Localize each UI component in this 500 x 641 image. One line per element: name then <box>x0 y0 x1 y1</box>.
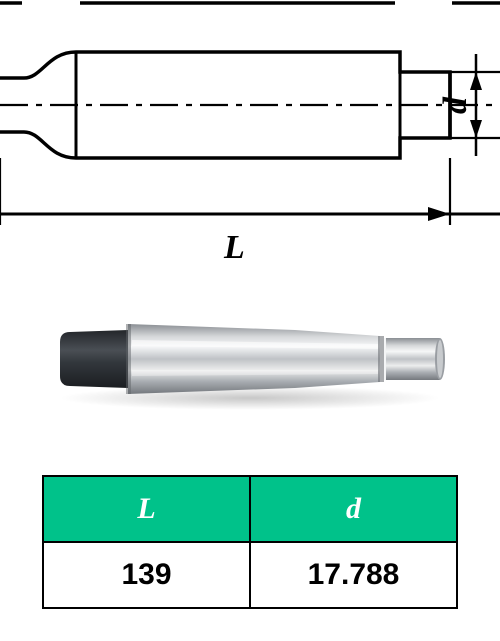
table-cell-L: 139 <box>43 542 250 608</box>
schematic-drawing: d L <box>0 0 500 280</box>
table-cell-d: 17.788 <box>250 542 457 608</box>
schematic-svg: d L <box>0 0 500 280</box>
product-photo-svg <box>0 300 500 420</box>
photo-body <box>126 324 445 394</box>
dimension-L: L <box>0 158 500 266</box>
table-row: 139 17.788 <box>43 542 457 608</box>
table-header-row: L d <box>43 476 457 542</box>
product-photo <box>0 300 500 420</box>
dimension-L-label: L <box>223 229 245 266</box>
photo-tang <box>60 330 128 388</box>
table-header-d: d <box>250 476 457 542</box>
dimension-table: L d 139 17.788 <box>42 475 458 609</box>
table-header-L: L <box>43 476 250 542</box>
dimension-d-label: d <box>437 96 474 114</box>
